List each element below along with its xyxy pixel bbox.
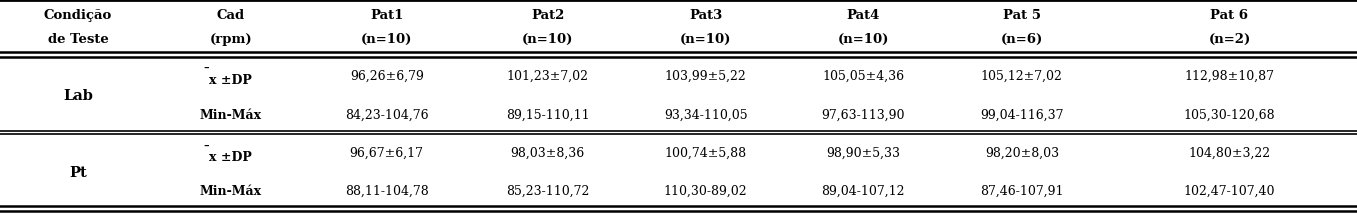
- Text: 88,11-104,78: 88,11-104,78: [345, 185, 429, 198]
- Text: Min-Máx: Min-Máx: [199, 109, 262, 121]
- Text: Min-Máx: Min-Máx: [199, 185, 262, 198]
- Text: 89,15-110,11: 89,15-110,11: [506, 109, 589, 121]
- Text: 84,23-104,76: 84,23-104,76: [345, 109, 429, 121]
- Text: –: –: [204, 63, 209, 74]
- Text: 102,47-107,40: 102,47-107,40: [1183, 185, 1276, 198]
- Text: 99,04-116,37: 99,04-116,37: [980, 109, 1064, 121]
- Text: de Teste: de Teste: [47, 33, 109, 46]
- Text: x ±DP: x ±DP: [209, 74, 252, 87]
- Text: 85,23-110,72: 85,23-110,72: [506, 185, 589, 198]
- Text: 98,20±8,03: 98,20±8,03: [985, 147, 1058, 160]
- Text: Lab: Lab: [62, 89, 94, 103]
- Text: Pat3: Pat3: [689, 9, 722, 22]
- Text: Pat 6: Pat 6: [1210, 9, 1248, 22]
- Text: (rpm): (rpm): [209, 33, 252, 46]
- Text: (n=10): (n=10): [837, 33, 889, 46]
- Text: x ±DP: x ±DP: [209, 152, 252, 164]
- Text: 96,67±6,17: 96,67±6,17: [350, 147, 423, 160]
- Text: 89,04-107,12: 89,04-107,12: [821, 185, 905, 198]
- Text: (n=10): (n=10): [361, 33, 413, 46]
- Text: 87,46-107,91: 87,46-107,91: [980, 185, 1064, 198]
- Text: –: –: [204, 140, 209, 151]
- Text: 112,98±10,87: 112,98±10,87: [1185, 70, 1274, 83]
- Text: (n=6): (n=6): [1000, 33, 1044, 46]
- Text: 105,05±4,36: 105,05±4,36: [822, 70, 904, 83]
- Text: 110,30-89,02: 110,30-89,02: [664, 185, 748, 198]
- Text: Pt: Pt: [69, 166, 87, 180]
- Text: Pat 5: Pat 5: [1003, 9, 1041, 22]
- Text: (n=10): (n=10): [522, 33, 573, 46]
- Text: 104,80±3,22: 104,80±3,22: [1189, 147, 1270, 160]
- Text: 98,03±8,36: 98,03±8,36: [510, 147, 585, 160]
- Text: (n=10): (n=10): [680, 33, 731, 46]
- Text: 105,30-120,68: 105,30-120,68: [1183, 109, 1276, 121]
- Text: 96,26±6,79: 96,26±6,79: [350, 70, 423, 83]
- Text: Cad: Cad: [217, 9, 244, 22]
- Text: 98,90±5,33: 98,90±5,33: [826, 147, 900, 160]
- Text: 105,12±7,02: 105,12±7,02: [981, 70, 1063, 83]
- Text: Pat2: Pat2: [531, 9, 565, 22]
- Text: Condição: Condição: [43, 9, 113, 22]
- Text: 101,23±7,02: 101,23±7,02: [506, 70, 589, 83]
- Text: Pat4: Pat4: [847, 9, 879, 22]
- Text: Pat1: Pat1: [370, 9, 403, 22]
- Text: 103,99±5,22: 103,99±5,22: [665, 70, 746, 83]
- Text: 97,63-113,90: 97,63-113,90: [821, 109, 905, 121]
- Text: (n=2): (n=2): [1208, 33, 1251, 46]
- Text: 100,74±5,88: 100,74±5,88: [665, 147, 746, 160]
- Text: 93,34-110,05: 93,34-110,05: [664, 109, 748, 121]
